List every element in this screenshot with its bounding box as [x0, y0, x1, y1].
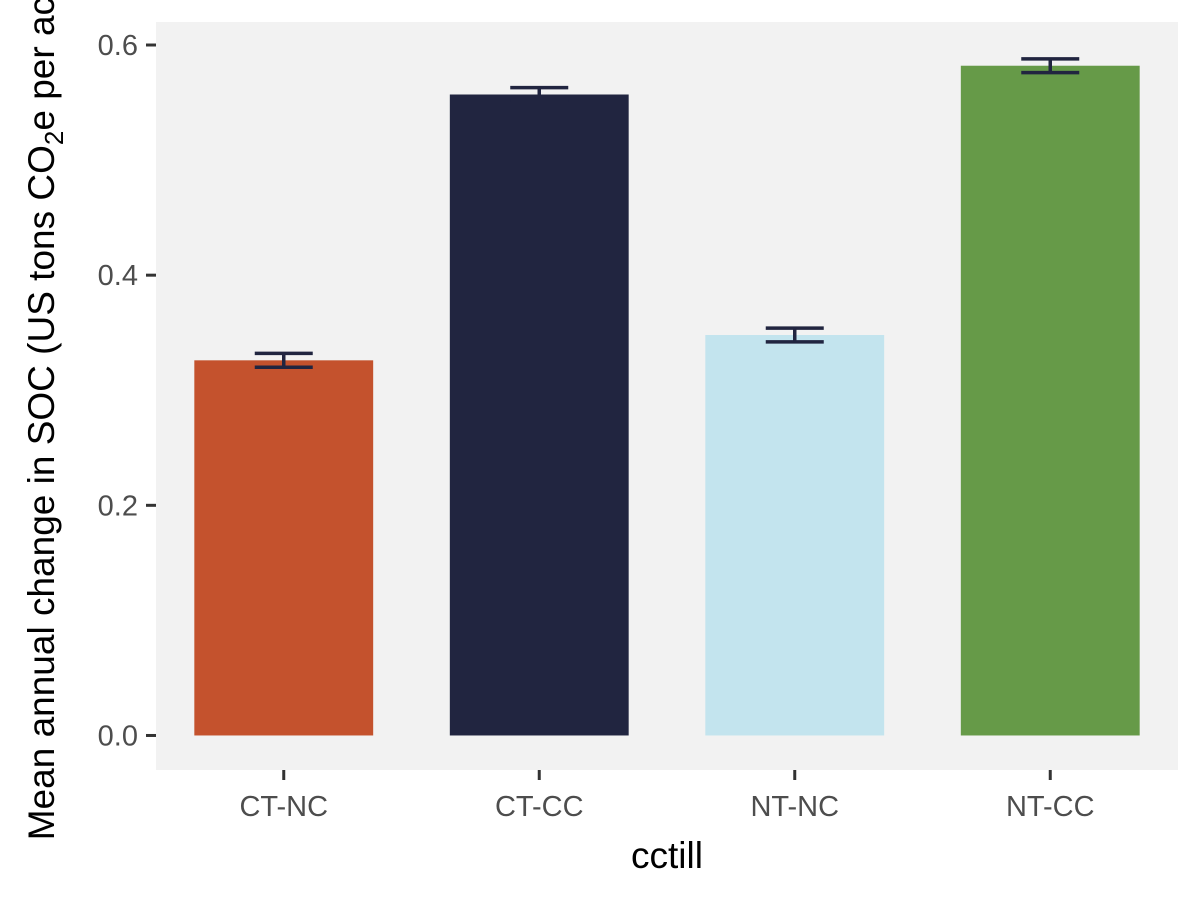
error-bars-layer — [254, 57, 1080, 369]
bar-nt-cc — [960, 65, 1140, 736]
y-tick-label-0: 0.0 — [98, 720, 138, 752]
bar-ct-nc — [194, 360, 374, 736]
bar-ct-cc — [449, 94, 629, 736]
y-axis: 0.0 0.2 0.4 0.6 — [98, 30, 156, 752]
x-tick-label-nt-cc: NT-CC — [1006, 791, 1095, 823]
y-axis-title-tail: e per acre) — [21, 0, 62, 131]
bar-nt-nc — [705, 335, 885, 736]
x-tick-label-ct-cc: CT-CC — [495, 791, 584, 823]
y-tick-label-1: 0.2 — [98, 490, 138, 522]
x-tick-label-ct-nc: CT-NC — [239, 791, 328, 823]
x-axis-title: cctill — [631, 835, 703, 876]
bars-layer — [194, 65, 1140, 736]
y-tick-label-2: 0.4 — [98, 260, 138, 292]
x-tick-label-nt-nc: NT-NC — [750, 791, 839, 823]
y-tick-label-3: 0.6 — [98, 30, 138, 62]
y-axis-title-subscript: 2 — [39, 131, 69, 145]
x-axis: CT-NC CT-CC NT-NC NT-CC — [239, 770, 1095, 823]
y-axis-title-main: Mean annual change in SOC (US tons CO — [21, 145, 62, 840]
y-axis-title: Mean annual change in SOC (US tons CO2e … — [21, 0, 69, 840]
